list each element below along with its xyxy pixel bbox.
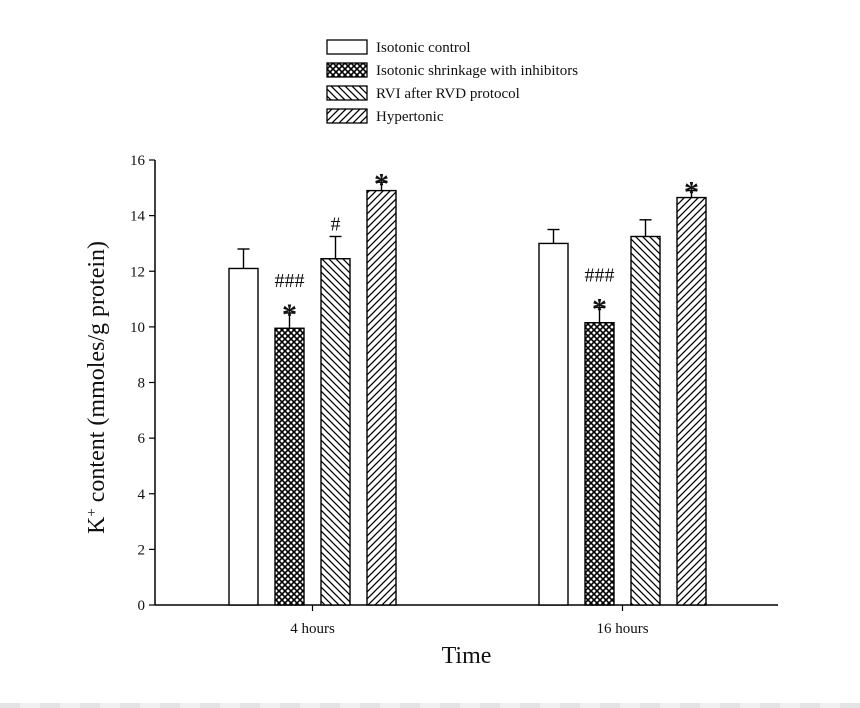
y-tick-label: 10 <box>130 320 145 336</box>
bar <box>676 196 707 606</box>
bar <box>630 235 661 606</box>
y-tick-label: 6 <box>138 431 146 447</box>
annotations-group: *###*####* * <box>275 167 700 331</box>
bar <box>228 267 259 606</box>
bar <box>366 189 397 606</box>
significance-star: * <box>592 292 607 325</box>
x-tick-label: 16 hours <box>596 621 648 637</box>
significance-star: * <box>282 298 297 331</box>
y-tick-label: 16 <box>130 153 146 169</box>
significance-hash: ### <box>585 264 615 286</box>
significance-hash: ### <box>275 270 305 292</box>
x-tick-label: 4 hours <box>290 621 335 637</box>
axes-group: 0 2 4 6 8 10 12 14 16 4 hours 16 hours Time K+ conte… <box>84 153 778 669</box>
bar <box>274 327 305 606</box>
significance-star: * <box>374 167 389 200</box>
bar <box>538 242 569 606</box>
legend-swatch <box>326 85 368 101</box>
significance-star: * <box>684 176 699 209</box>
y-axis-title: K+ content (mmoles/g protein) <box>84 241 110 534</box>
legend-swatch <box>326 39 368 55</box>
legend-label: Hypertonic <box>376 109 444 125</box>
bar <box>584 322 615 606</box>
legend-label: Isotonic control <box>376 40 471 56</box>
y-tick-label: 12 <box>130 264 145 280</box>
legend-swatch <box>326 108 368 124</box>
bars-group <box>228 181 707 606</box>
legend-label: RVI after RVD protocol <box>376 86 520 102</box>
legend-swatch <box>326 62 368 78</box>
legend-label: Isotonic shrinkage with inhibitors <box>376 63 578 79</box>
significance-hash: # <box>331 213 341 235</box>
y-tick-label: 14 <box>130 209 146 225</box>
y-tick-label: 4 <box>138 487 146 503</box>
x-axis-title: Time <box>442 643 492 669</box>
y-tick-label: 8 <box>138 376 146 392</box>
y-tick-label: 0 <box>138 598 146 614</box>
bar <box>320 258 351 606</box>
legend-group: Isotonic control Isotonic shrinkage with … <box>326 39 578 125</box>
y-tick-label: 2 <box>138 542 146 558</box>
